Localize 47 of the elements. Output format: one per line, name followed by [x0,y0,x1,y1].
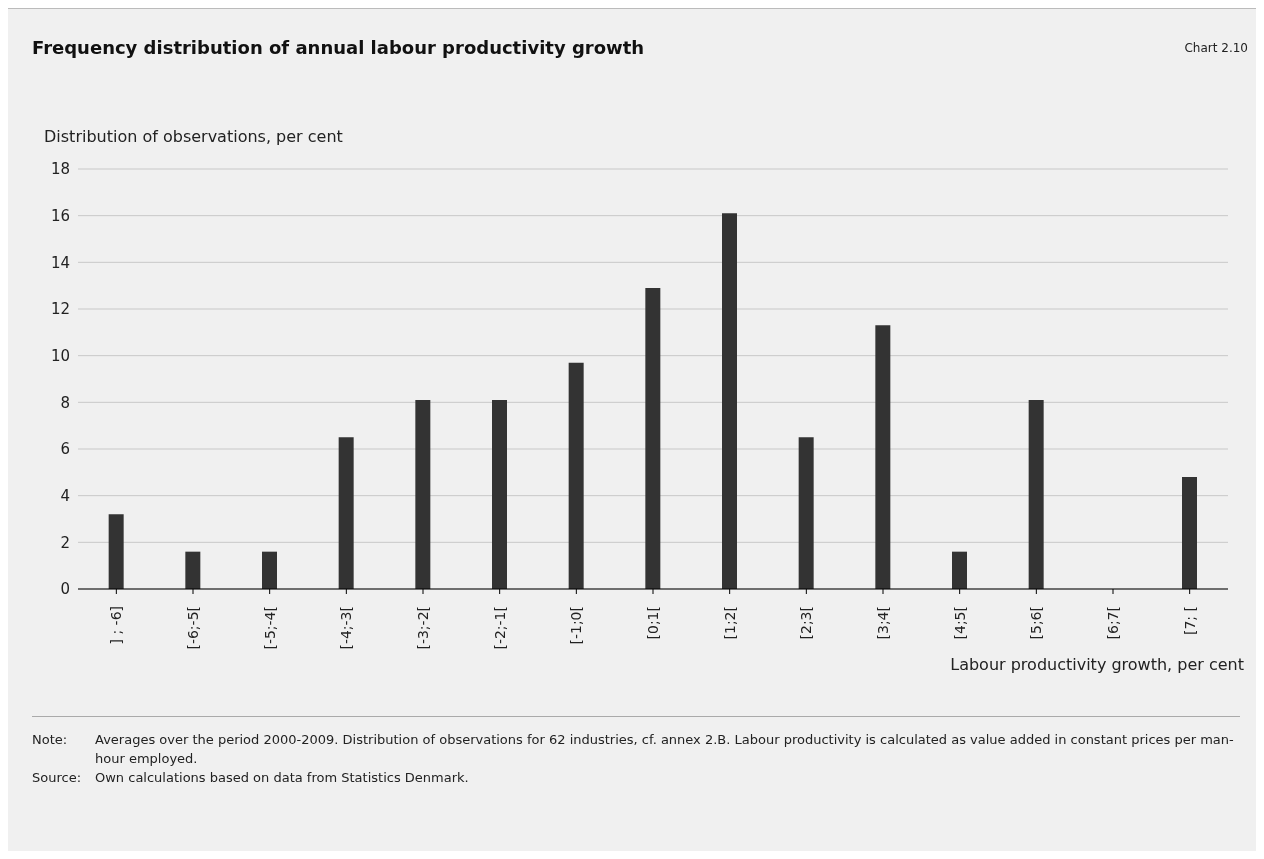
x-tick-label: [4;5[ [951,606,968,640]
x-tick-label: [7; [ [1181,606,1198,635]
bar [108,514,124,589]
y-axis-title: Distribution of observations, per cent [44,127,343,146]
x-tick-label: [0;1[ [645,606,661,640]
bar [798,437,814,589]
bar [568,362,584,589]
x-tick-label: [3;4[ [875,606,891,640]
x-axis-title: Labour productivity growth, per cent [950,655,1244,674]
text: Own calculations based on data from Statistics Denmark. [95,769,469,787]
x-tick-label: [2;3[ [798,606,815,640]
y-tick-label: 14 [50,253,70,272]
y-tick-label: 16 [50,206,70,225]
bar [185,551,201,589]
x-tick-label: [-5;-4[ [261,606,278,650]
x-tick-label: ] ; -6] [108,606,125,645]
y-tick-label: 18 [50,160,70,179]
x-tick-label: [-4;-3[ [338,606,355,650]
bar [1028,400,1044,589]
x-tick-label: [-6;-5[ [185,606,201,650]
bar [492,400,507,589]
chart-title: Frequency distribution of annual labour productivity growth [32,37,645,58]
y-tick-label: 6 [60,440,70,459]
source-note: Source: [32,769,83,787]
y-tick-label: 12 [50,300,70,319]
y-tick-label: 2 [60,533,70,552]
y-tick-label: 10 [50,346,70,365]
x-tick-label: [5;6[ [1028,606,1045,640]
x-tick-label: [-2;-1[ [491,606,508,650]
bar [875,325,891,589]
y-tick-label: 0 [60,580,70,599]
bar [722,213,737,589]
x-tick-label: [-1;0[ [568,606,585,645]
x-tick-label: [1;2[ [721,606,738,640]
bar [415,400,431,589]
x-tick-label: [-3;-2[ [415,606,431,650]
y-tick-label: 8 [60,393,70,412]
text: Note: [32,731,69,749]
bar [1182,477,1197,589]
x-tick-label: [6;7[ [1105,606,1121,640]
bar [262,551,277,589]
bar [645,288,661,589]
y-tick-label: 4 [60,486,70,505]
bar [338,437,354,589]
text: Averages over the period 2000-2009. Distribution of observations for 62 industries, cf. annex 2.B. Labour productivity is calculated as value added in constant prices per man-hour employed. [95,731,1235,768]
caption: Chart 2.10 [1184,41,1248,55]
bar [952,551,967,589]
